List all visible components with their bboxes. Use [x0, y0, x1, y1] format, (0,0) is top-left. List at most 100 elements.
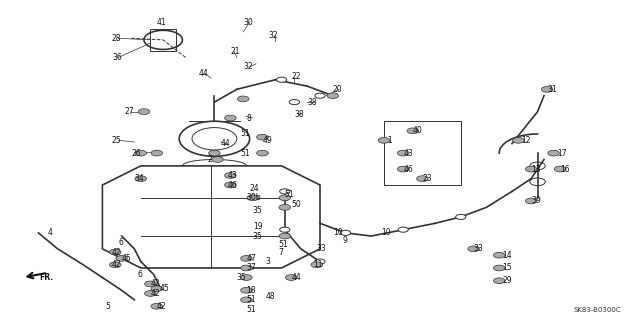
Circle shape — [145, 291, 156, 296]
Circle shape — [109, 249, 121, 255]
Bar — [150, 29, 176, 51]
Text: 28: 28 — [112, 34, 122, 43]
Circle shape — [151, 150, 163, 156]
Text: 43: 43 — [403, 149, 413, 158]
Bar — [384, 121, 461, 185]
Circle shape — [241, 297, 252, 303]
Circle shape — [241, 275, 252, 280]
Circle shape — [279, 195, 291, 201]
Circle shape — [151, 303, 163, 309]
Circle shape — [525, 166, 537, 172]
Text: 11: 11 — [314, 260, 323, 269]
Circle shape — [241, 265, 252, 271]
Circle shape — [279, 204, 291, 210]
Circle shape — [225, 182, 236, 188]
Circle shape — [311, 262, 323, 268]
Text: 9: 9 — [342, 236, 348, 245]
Text: 47: 47 — [246, 254, 256, 263]
Text: 21: 21 — [230, 47, 240, 56]
Text: 6: 6 — [138, 270, 143, 279]
Text: 8: 8 — [246, 114, 251, 122]
Text: 33: 33 — [474, 244, 483, 253]
Text: 30b: 30b — [246, 193, 261, 202]
Text: 22: 22 — [291, 72, 301, 81]
Text: 51: 51 — [278, 240, 288, 249]
Text: 36: 36 — [112, 53, 122, 62]
Circle shape — [407, 128, 419, 134]
Text: 40: 40 — [413, 126, 422, 135]
Circle shape — [257, 134, 268, 140]
Text: 16: 16 — [560, 165, 570, 174]
Text: 24: 24 — [250, 184, 259, 193]
Text: 51: 51 — [246, 295, 256, 304]
Text: 31: 31 — [547, 85, 557, 94]
Text: 49: 49 — [262, 136, 272, 145]
Circle shape — [541, 86, 553, 92]
Text: 48: 48 — [266, 292, 275, 301]
Text: 35: 35 — [253, 232, 262, 241]
Text: 13: 13 — [531, 165, 541, 174]
Text: 42: 42 — [150, 279, 160, 288]
Text: 7: 7 — [278, 248, 284, 256]
Circle shape — [493, 265, 505, 271]
Text: 15: 15 — [502, 263, 512, 272]
Circle shape — [135, 176, 147, 182]
Circle shape — [468, 246, 479, 252]
Circle shape — [212, 157, 223, 162]
Circle shape — [109, 262, 121, 268]
Text: 44: 44 — [291, 273, 301, 282]
Circle shape — [289, 100, 300, 105]
Text: 45: 45 — [122, 254, 131, 263]
Text: 1: 1 — [387, 136, 392, 145]
Circle shape — [280, 189, 290, 194]
Text: 32: 32 — [269, 31, 278, 40]
Text: 4: 4 — [48, 228, 53, 237]
Text: 5: 5 — [106, 302, 111, 311]
Circle shape — [285, 275, 297, 280]
Text: 35: 35 — [253, 206, 262, 215]
Text: 42: 42 — [150, 289, 160, 298]
Text: 42: 42 — [157, 302, 166, 311]
Text: 51: 51 — [246, 305, 256, 314]
Text: 25: 25 — [112, 136, 122, 145]
Text: 32: 32 — [243, 63, 253, 71]
Circle shape — [225, 173, 236, 178]
Text: SK83-B0300C: SK83-B0300C — [573, 307, 621, 313]
Circle shape — [340, 230, 351, 235]
Circle shape — [257, 150, 268, 156]
Circle shape — [397, 150, 409, 156]
Circle shape — [151, 286, 163, 292]
Text: 18: 18 — [246, 286, 256, 295]
Circle shape — [398, 227, 408, 232]
Circle shape — [554, 166, 566, 172]
Text: 14: 14 — [502, 251, 512, 260]
Text: 19: 19 — [253, 222, 262, 231]
Circle shape — [209, 150, 220, 156]
Text: 30: 30 — [243, 18, 253, 27]
Circle shape — [276, 77, 287, 82]
Text: FR.: FR. — [40, 273, 54, 282]
Circle shape — [280, 227, 290, 232]
Text: 39: 39 — [531, 197, 541, 205]
Circle shape — [456, 214, 466, 219]
Text: 51: 51 — [240, 130, 250, 138]
Text: 35: 35 — [237, 273, 246, 282]
Text: 2: 2 — [208, 155, 212, 164]
Text: 51: 51 — [240, 149, 250, 158]
Text: 29: 29 — [502, 276, 512, 285]
Text: 50: 50 — [291, 200, 301, 209]
Circle shape — [493, 252, 505, 258]
Circle shape — [315, 259, 325, 264]
Text: 43: 43 — [227, 171, 237, 180]
Text: 46: 46 — [227, 181, 237, 189]
Circle shape — [138, 109, 150, 115]
Circle shape — [548, 150, 559, 156]
Text: 42: 42 — [112, 248, 122, 256]
Text: 37: 37 — [246, 263, 256, 272]
Text: 42: 42 — [112, 260, 122, 269]
Text: 34: 34 — [134, 174, 144, 183]
Text: 44: 44 — [198, 69, 208, 78]
Circle shape — [237, 96, 249, 102]
Text: 38: 38 — [307, 98, 317, 107]
Text: 51: 51 — [285, 190, 294, 199]
